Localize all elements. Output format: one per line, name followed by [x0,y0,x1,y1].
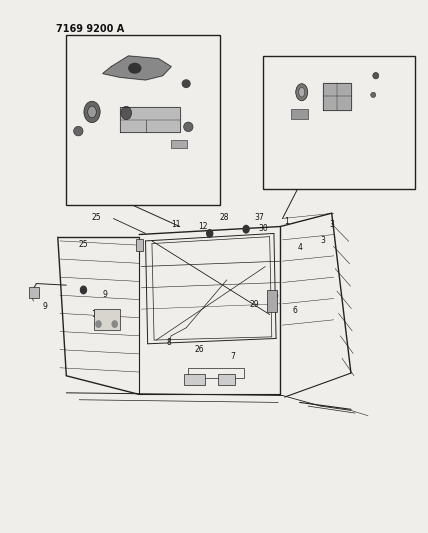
Ellipse shape [74,126,83,136]
Text: 21: 21 [175,121,184,130]
Text: 7169 9200 A: 7169 9200 A [56,25,124,34]
Circle shape [96,321,101,327]
Bar [218,374,235,385]
Text: 15: 15 [126,46,135,55]
Text: 14: 14 [271,110,281,118]
Polygon shape [323,83,351,110]
Text: 12: 12 [199,222,208,231]
Bar [267,290,277,312]
Text: 10: 10 [92,310,101,319]
Ellipse shape [121,106,131,120]
Text: 13: 13 [265,84,274,92]
Ellipse shape [184,122,193,132]
Circle shape [207,230,213,237]
Text: 18: 18 [190,84,199,92]
Bar [184,374,205,385]
Text: 4: 4 [297,243,302,252]
Text: 22: 22 [383,92,392,100]
Text: 6: 6 [293,306,298,314]
Ellipse shape [182,80,190,87]
Bar [171,140,187,148]
Ellipse shape [299,87,305,97]
Ellipse shape [84,101,100,123]
Polygon shape [103,56,171,80]
Text: 16: 16 [171,54,180,63]
Bar [29,287,39,298]
Text: 26: 26 [194,345,204,353]
Text: 23: 23 [391,69,401,78]
Text: 3: 3 [329,221,334,229]
Circle shape [112,321,117,327]
Text: 9: 9 [102,290,107,298]
Text: 29: 29 [250,301,259,309]
Circle shape [80,286,86,294]
Text: 17: 17 [70,73,80,82]
Text: 1: 1 [284,217,289,225]
Text: 25: 25 [92,213,101,222]
Text: 28: 28 [220,213,229,222]
Text: 7: 7 [231,352,236,360]
Text: 9: 9 [42,302,48,311]
Bar [94,309,120,330]
Bar [291,109,308,119]
Text: 24: 24 [186,142,195,151]
Text: 5: 5 [312,62,317,71]
Text: 20: 20 [70,134,80,143]
Bar [66,35,220,205]
Text: 37: 37 [254,213,264,222]
Ellipse shape [129,63,141,73]
Circle shape [243,225,249,233]
Text: 25: 25 [79,240,88,248]
Ellipse shape [296,84,308,101]
Text: 15: 15 [113,108,122,116]
Ellipse shape [88,106,96,118]
Ellipse shape [371,92,376,98]
Text: 8: 8 [166,338,172,346]
Bar [136,239,143,251]
Text: 5: 5 [273,292,279,300]
Text: 30: 30 [259,224,268,232]
Text: 11: 11 [171,221,180,229]
Polygon shape [120,107,180,132]
Text: 31: 31 [32,288,41,296]
Text: 3: 3 [321,237,326,245]
Ellipse shape [373,72,379,79]
Bar [263,56,415,189]
Text: 19: 19 [66,108,75,116]
